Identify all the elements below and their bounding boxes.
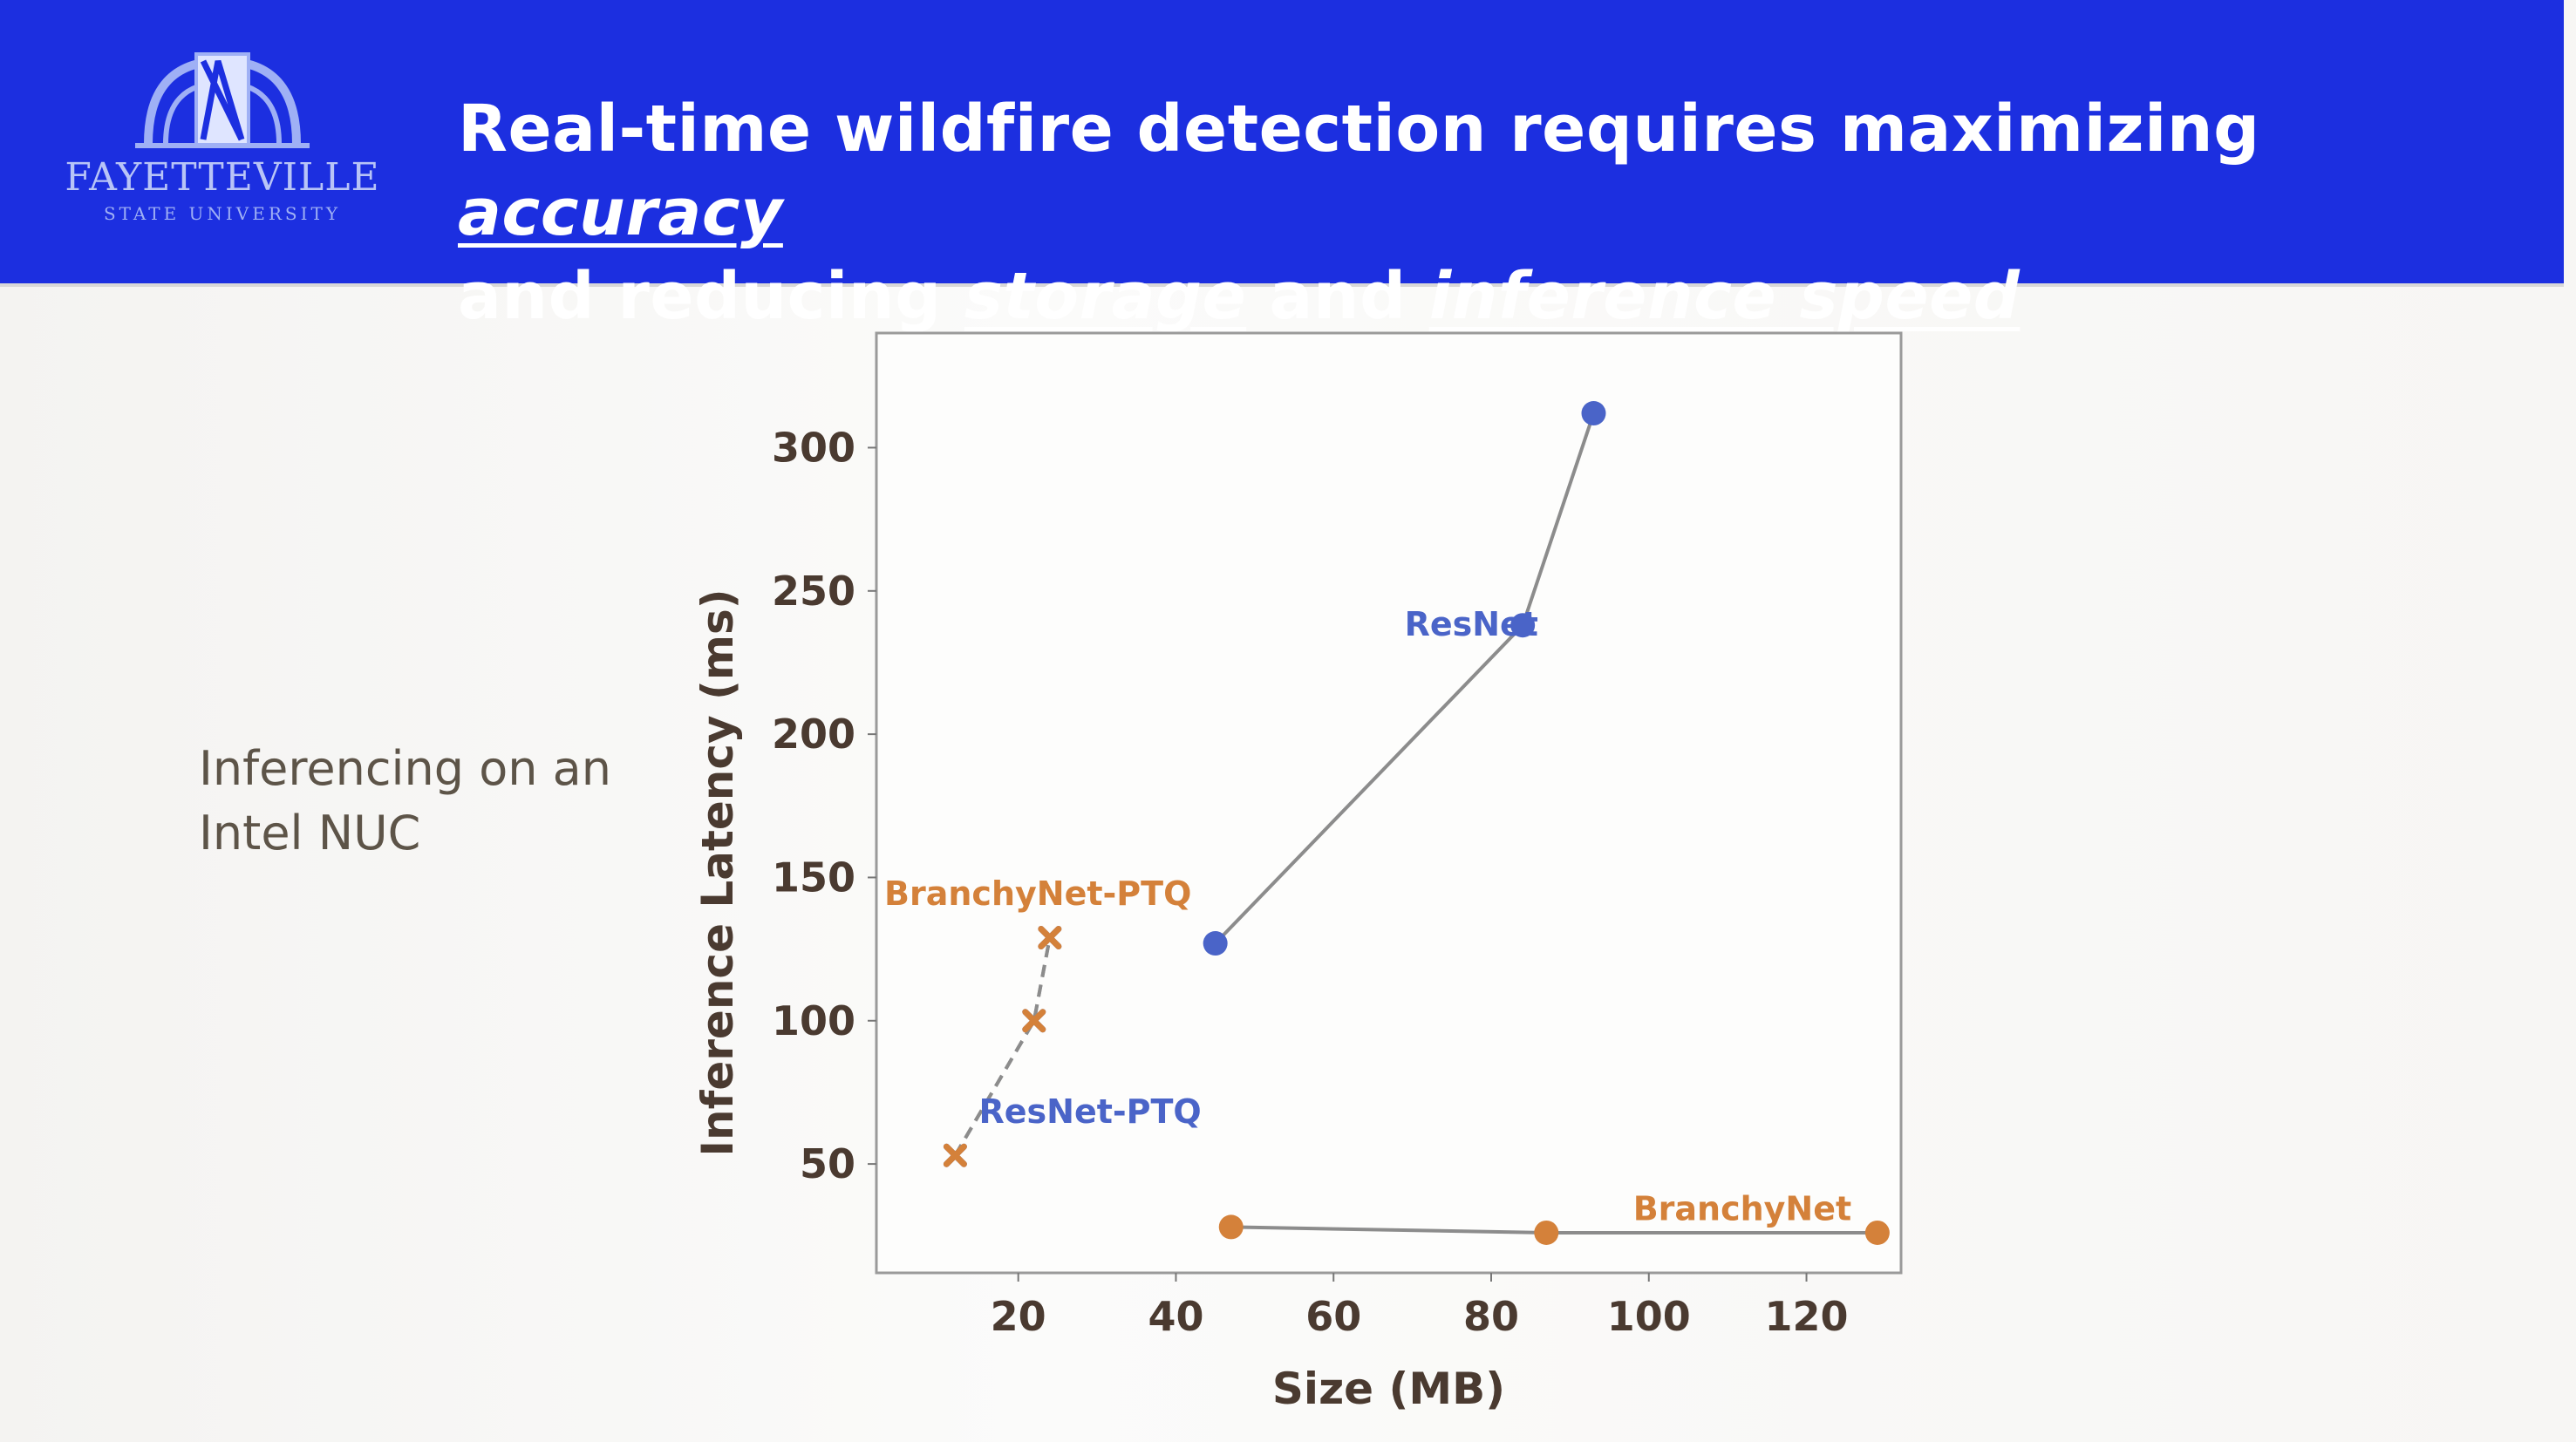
title-middle: and reducing bbox=[458, 259, 942, 334]
resnet-point bbox=[1510, 613, 1536, 638]
branchynet-label: BranchyNet bbox=[1633, 1190, 1852, 1228]
branchynet-ptq-point bbox=[1022, 1009, 1046, 1033]
x-tick-label: 100 bbox=[1607, 1293, 1691, 1340]
title-keyword-accuracy: accuracy bbox=[458, 175, 783, 250]
x-tick-label: 20 bbox=[991, 1293, 1046, 1340]
x-axis-label: Size (MB) bbox=[1272, 1364, 1505, 1414]
branchynet-ptq-point bbox=[943, 1143, 967, 1167]
y-tick-label: 200 bbox=[772, 711, 855, 758]
side-note: Inferencing on an Intel NUC bbox=[199, 737, 687, 866]
title-keyword-inference-speed: inference speed bbox=[1428, 259, 2021, 334]
resnet-label: ResNet bbox=[1405, 605, 1538, 643]
branchynet-point bbox=[1534, 1220, 1559, 1245]
latency-vs-size-chart: 20 40 60 80 100 120 50 100 150 200 250 300 Size (MB)… bbox=[645, 314, 1988, 1414]
branchynet-point bbox=[1864, 1220, 1890, 1245]
x-tick-label: 80 bbox=[1463, 1293, 1519, 1340]
side-note-line-2: Intel NUC bbox=[199, 806, 421, 860]
branchynet-ptq-point bbox=[1038, 925, 1062, 949]
y-tick-label: 100 bbox=[772, 997, 855, 1044]
resnet-point bbox=[1203, 931, 1228, 956]
resnet-ptq-label: ResNet-PTQ bbox=[979, 1092, 1202, 1131]
x-tick-label: 60 bbox=[1305, 1293, 1361, 1340]
x-tick-label: 40 bbox=[1148, 1293, 1203, 1340]
branchynet-ptq-label: BranchyNet-PTQ bbox=[884, 874, 1191, 913]
slide-title: Real-time wildfire detection requires ma… bbox=[458, 87, 2533, 338]
svg-text:FAYETTEVILLE: FAYETTEVILLE bbox=[65, 155, 379, 200]
y-tick-label: 150 bbox=[772, 854, 855, 901]
y-tick-label: 50 bbox=[800, 1140, 855, 1187]
title-banner: FAYETTEVILLE STATE UNIVERSITY Real-time … bbox=[0, 0, 2564, 334]
university-seal-icon: FAYETTEVILLE STATE UNIVERSITY bbox=[65, 52, 379, 224]
branchynet-ptq-line bbox=[953, 937, 1052, 1157]
y-tick-label: 300 bbox=[772, 424, 855, 471]
title-and: and bbox=[1269, 259, 1407, 334]
branchynet-point bbox=[1218, 1214, 1244, 1240]
university-logo: FAYETTEVILLE STATE UNIVERSITY bbox=[48, 35, 397, 244]
x-tick-label: 120 bbox=[1765, 1293, 1849, 1340]
title-prefix: Real-time wildfire detection requires ma… bbox=[458, 92, 2260, 167]
y-axis-label: Inference Latency (ms) bbox=[692, 588, 743, 1156]
resnet-point bbox=[1581, 401, 1606, 426]
title-keyword-storage: storage bbox=[964, 259, 1247, 334]
y-tick-label: 250 bbox=[772, 568, 855, 615]
plot-frame bbox=[875, 331, 1903, 1275]
side-note-line-1: Inferencing on an bbox=[199, 741, 611, 796]
svg-text:STATE UNIVERSITY: STATE UNIVERSITY bbox=[104, 203, 341, 224]
chart-canvas: 20 40 60 80 100 120 50 100 150 200 250 300 Size (MB)… bbox=[692, 331, 1903, 1414]
